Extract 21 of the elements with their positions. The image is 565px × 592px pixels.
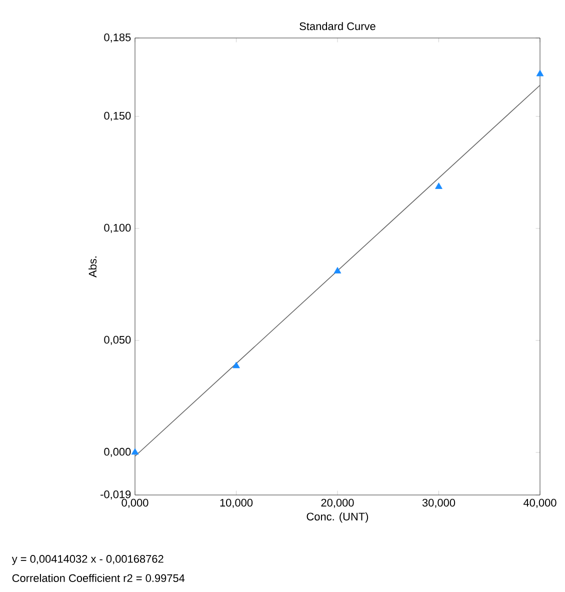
x-tick-label: 40,000 (523, 498, 556, 508)
x-tick-label: 10,000 (220, 498, 253, 508)
x-tick-label: 20,000 (321, 498, 354, 508)
point (435, 182, 442, 189)
text: Correlation Coefficient r2 = 0.99754 (12, 574, 185, 582)
point (334, 266, 342, 274)
point (536, 70, 544, 76)
chart-title: Standard Curve (300, 22, 376, 30)
y-tick-label: 0,150 (104, 112, 131, 121)
y-tick-label: -0,019 (100, 490, 131, 500)
x-tick-label: 30,000 (422, 498, 456, 508)
y-tick-label: 0,000 (104, 448, 131, 457)
y-tick-label: 0,100 (104, 224, 131, 233)
y-tick-label: 0,050 (104, 336, 131, 345)
point (131, 448, 139, 455)
point (232, 362, 240, 368)
x-tick-label: 0,000 (122, 498, 148, 508)
text: y = 0,00414032 x - 0,00168762 (12, 555, 164, 565)
y-axis-title: Abs. (88, 256, 97, 278)
x-axis-title: Conc. (UNT) (306, 512, 368, 523)
y-tick-label: 0,185 (104, 33, 131, 43)
